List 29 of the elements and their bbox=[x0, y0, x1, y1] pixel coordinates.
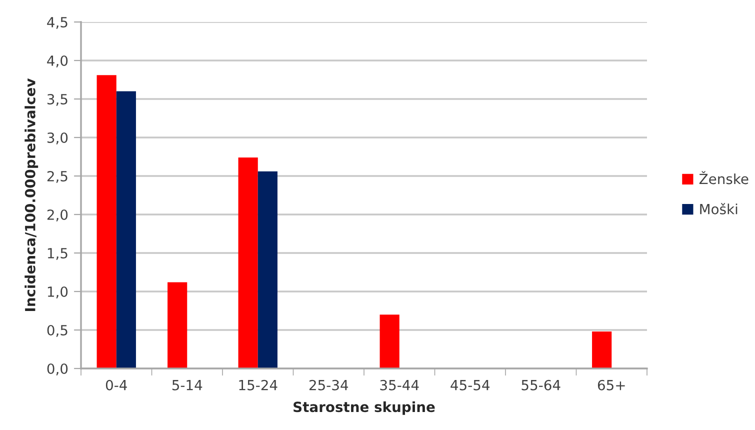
y-tick-label: 0,0 bbox=[47, 363, 68, 376]
bar bbox=[96, 75, 116, 368]
y-tick-label: 3,5 bbox=[47, 94, 68, 106]
bar bbox=[380, 314, 400, 368]
y-tick-label: 4,5 bbox=[47, 17, 68, 29]
bar bbox=[238, 158, 258, 368]
x-tick-label: 5-14 bbox=[172, 380, 202, 390]
x-tick-label: 65+ bbox=[598, 380, 625, 390]
x-axis-title: Starostne skupine bbox=[294, 401, 435, 415]
x-tick-label: 45-54 bbox=[450, 380, 490, 390]
legend-label: Moški bbox=[700, 203, 738, 214]
x-tick-label: 15-24 bbox=[239, 380, 278, 390]
bar bbox=[592, 332, 612, 368]
bar bbox=[258, 171, 278, 368]
y-tick-label: 1,5 bbox=[48, 248, 68, 260]
y-tick-label: 2,0 bbox=[47, 209, 68, 222]
x-tick-label: 0-4 bbox=[106, 380, 127, 390]
y-tick-label: 3,0 bbox=[47, 132, 68, 144]
y-tick-label: 4,0 bbox=[47, 55, 68, 68]
y-tick-label: 2,5 bbox=[47, 170, 68, 183]
y-axis-title: Incidenca/100.000prebivalcev bbox=[24, 78, 38, 311]
x-tick-label: 35-44 bbox=[380, 380, 419, 390]
bar bbox=[116, 91, 136, 368]
legend-label: Ženske bbox=[699, 171, 748, 184]
bar bbox=[168, 282, 188, 368]
y-tick-label: 1,0 bbox=[48, 286, 68, 298]
x-tick-label: 55-64 bbox=[522, 380, 560, 390]
y-tick-label: 0,5 bbox=[47, 324, 68, 337]
x-tick-label: 25-34 bbox=[309, 380, 348, 390]
